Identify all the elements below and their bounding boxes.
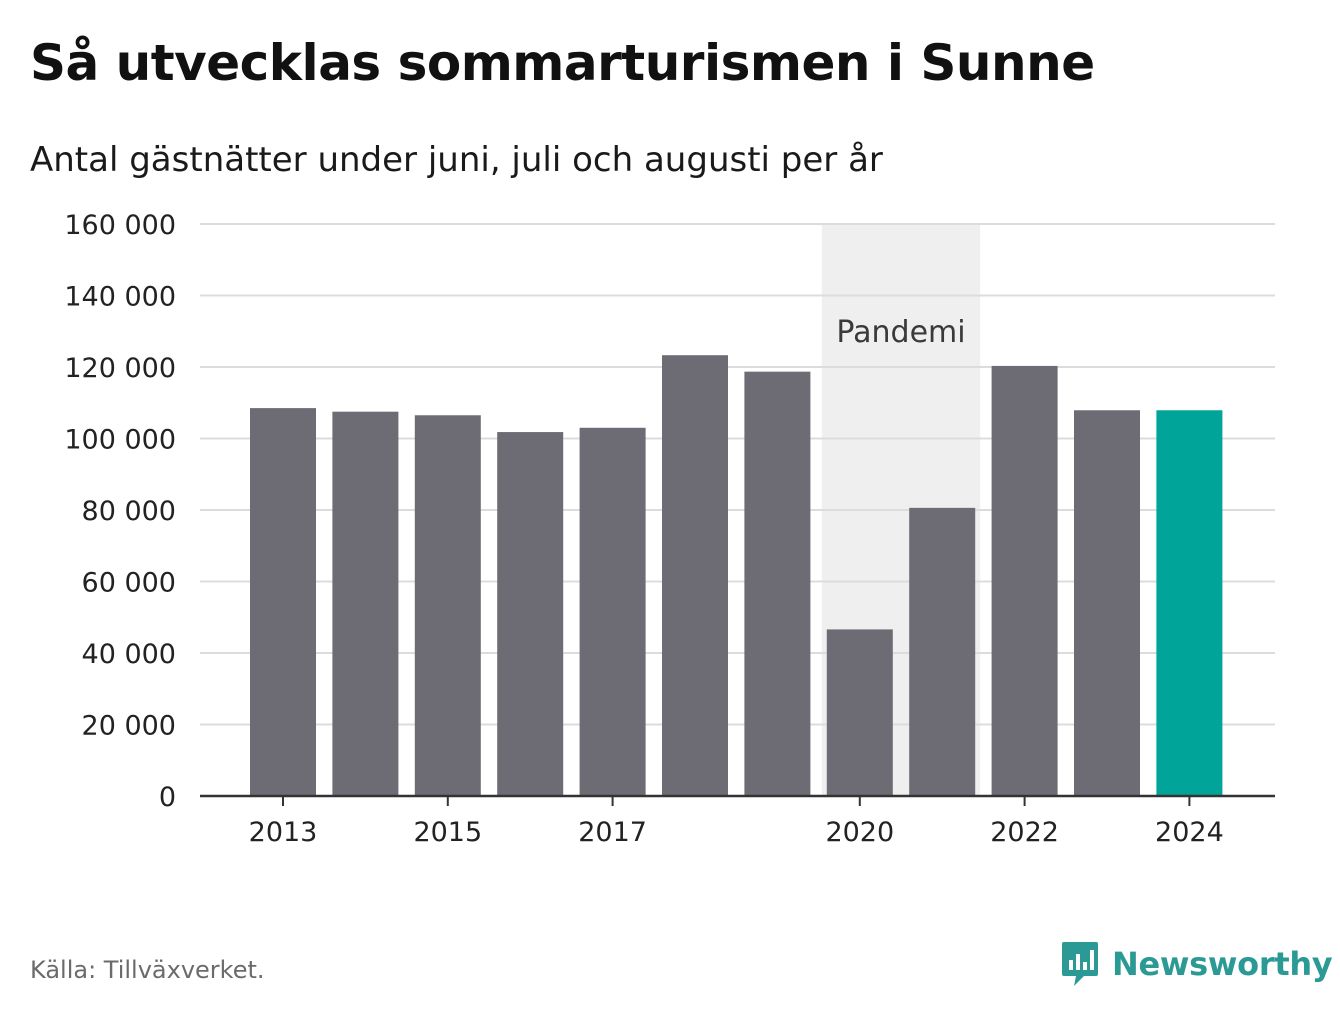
x-tick-label: 2022 — [990, 817, 1059, 848]
bar-2020 — [826, 629, 893, 796]
bar-2019 — [744, 371, 811, 796]
newsworthy-icon — [1062, 942, 1098, 986]
y-tick-label: 0 — [159, 782, 176, 813]
bar-2015 — [414, 415, 481, 796]
x-tick-label: 2013 — [249, 817, 318, 848]
y-tick-label: 20 000 — [82, 711, 176, 742]
x-tick-label: 2020 — [825, 817, 894, 848]
bar-2023 — [1074, 410, 1140, 796]
source-note: Källa: Tillväxverket. — [30, 956, 265, 984]
bar-2024 — [1156, 410, 1223, 796]
brand-name: Newsworthy — [1112, 945, 1333, 983]
y-tick-label: 140 000 — [64, 282, 176, 313]
bar-2022 — [991, 365, 1058, 796]
bar-2017 — [579, 427, 646, 796]
y-tick-label: 40 000 — [82, 639, 176, 670]
y-tick-label: 120 000 — [64, 353, 176, 384]
x-tick-label: 2015 — [413, 817, 482, 848]
chart-title: Så utvecklas sommarturismen i Sunne — [30, 34, 1095, 92]
x-tick-label: 2024 — [1155, 817, 1224, 848]
y-tick-label: 100 000 — [64, 425, 176, 456]
bar-2016 — [497, 432, 564, 796]
bar-2014 — [332, 411, 399, 796]
x-tick-label: 2017 — [578, 817, 647, 848]
y-tick-label: 80 000 — [82, 496, 176, 527]
y-tick-label: 60 000 — [82, 568, 176, 599]
bar-2018 — [662, 355, 728, 796]
pandemic-label: Pandemi — [836, 315, 965, 350]
bar-2021 — [909, 507, 976, 796]
brand-logo: Newsworthy — [1060, 940, 1333, 988]
chart-subtitle: Antal gästnätter under juni, juli och au… — [30, 140, 883, 180]
bar-chart: 0 20 000 40 000 60 000 80 000 100 000 120 000 1… — [64, 210, 1275, 848]
bar-2013 — [250, 408, 316, 796]
y-tick-label: 160 000 — [64, 210, 176, 241]
